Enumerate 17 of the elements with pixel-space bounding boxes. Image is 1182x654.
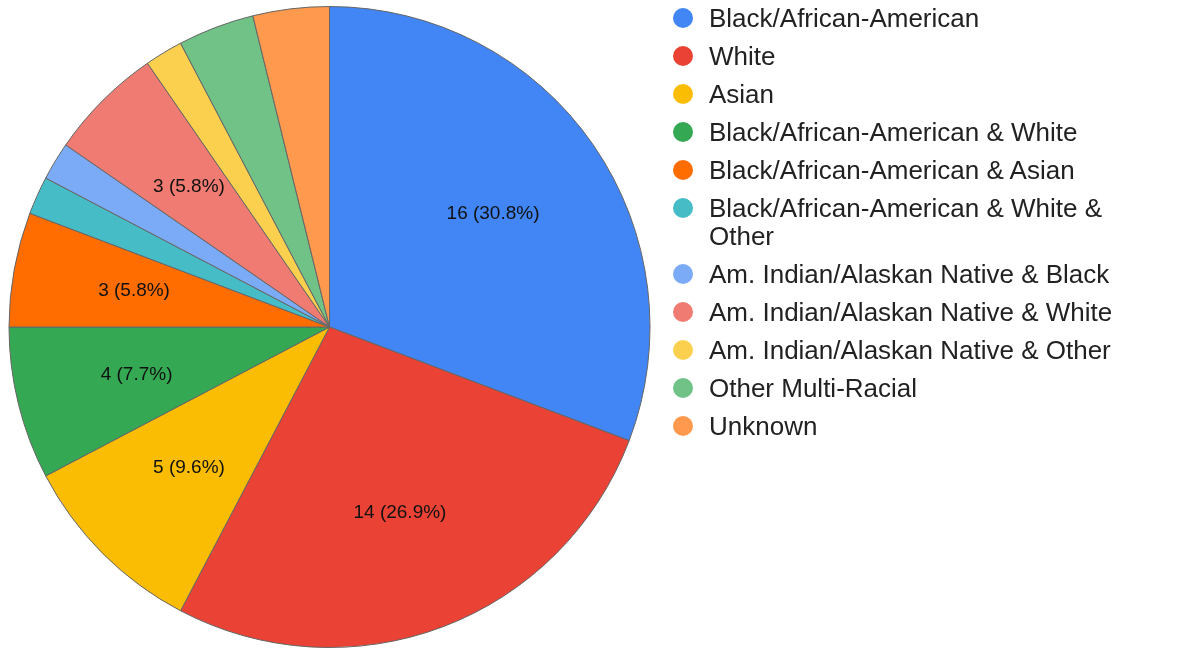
data-label: 5 (9.6%) [153,455,225,477]
legend-label: Unknown [709,411,818,441]
data-label: 16 (30.8%) [446,202,540,224]
data-label: 4 (7.7%) [100,362,173,384]
legend-label: Am. Indian/Alaskan Native & Black [709,259,1110,289]
legend-label: White [709,41,776,71]
legend-label: Black/African-American & White & Other [709,193,1103,251]
legend-label: Black/African-American & White [709,117,1078,147]
data-label: 14 (26.9%) [353,501,447,523]
data-label: 3 (5.8%) [98,279,170,301]
legend-label: Black/African-American [709,3,980,33]
legend-label: Black/African-American & Asian [709,155,1075,185]
legend-label: Am. Indian/Alaskan Native & Other [709,335,1111,365]
legend-label: Other Multi-Racial [709,373,918,403]
legend-label: Am. Indian/Alaskan Native & White [709,297,1113,327]
legend-label: Asian [709,79,775,109]
data-label: 3 (5.8%) [153,174,225,196]
